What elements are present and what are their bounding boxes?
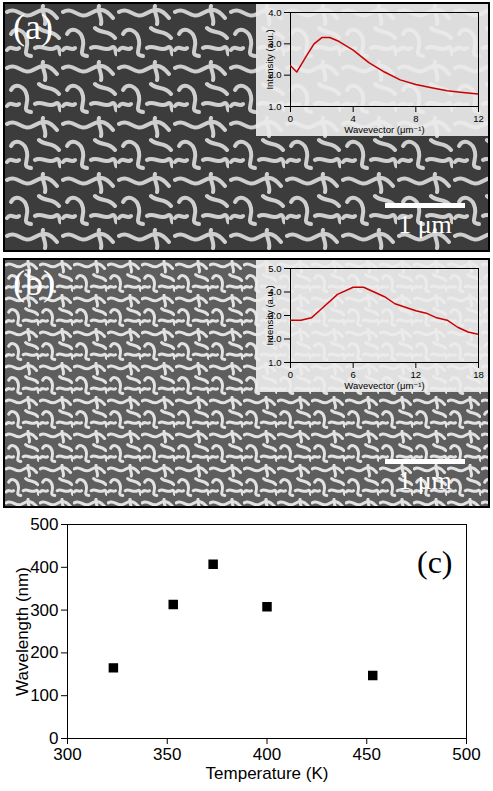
svg-text:350: 350	[153, 745, 181, 764]
svg-text:12: 12	[473, 113, 484, 124]
svg-text:4: 4	[350, 113, 356, 125]
svg-text:500: 500	[30, 515, 58, 534]
svg-text:300: 300	[30, 601, 58, 620]
svg-text:6: 6	[350, 369, 356, 381]
html-text:(a): (a)	[13, 7, 53, 47]
svg-text:(c): (c)	[417, 544, 453, 580]
svg-text:400: 400	[253, 745, 281, 764]
svg-text:4.0: 4.0	[268, 7, 281, 18]
svg-text:1.0: 1.0	[268, 101, 281, 112]
svg-text:12: 12	[410, 369, 422, 381]
svg-text:500: 500	[452, 745, 480, 764]
svg-text:Wavevector (μm⁻¹): Wavevector (μm⁻¹)	[344, 380, 424, 391]
svg-text:0: 0	[49, 728, 59, 748]
svg-text:Wavelength (nm): Wavelength (nm)	[13, 567, 32, 696]
svg-text:100: 100	[30, 686, 58, 705]
svg-text:8: 8	[413, 113, 419, 125]
html-text:(b): (b)	[13, 263, 55, 303]
svg-text:5.0: 5.0	[268, 263, 281, 274]
svg-text:400: 400	[30, 558, 58, 577]
html-text:1 μm: 1 μm	[398, 210, 452, 239]
svg-text:Intensity (a.u.): Intensity (a.u.)	[264, 285, 275, 345]
html-text:1 μm: 1 μm	[398, 466, 452, 495]
svg-text:Temperature (K): Temperature (K)	[206, 764, 329, 783]
svg-text:300: 300	[53, 745, 81, 764]
svg-text:0: 0	[288, 369, 293, 380]
svg-text:18: 18	[473, 369, 484, 380]
svg-text:450: 450	[353, 745, 381, 764]
svg-text:Intensity (a.u.): Intensity (a.u.)	[264, 29, 275, 89]
svg-text:Wavevector (μm⁻¹): Wavevector (μm⁻¹)	[344, 124, 424, 135]
svg-text:200: 200	[30, 643, 58, 662]
svg-text:1.0: 1.0	[268, 357, 281, 368]
svg-text:0: 0	[288, 113, 293, 124]
